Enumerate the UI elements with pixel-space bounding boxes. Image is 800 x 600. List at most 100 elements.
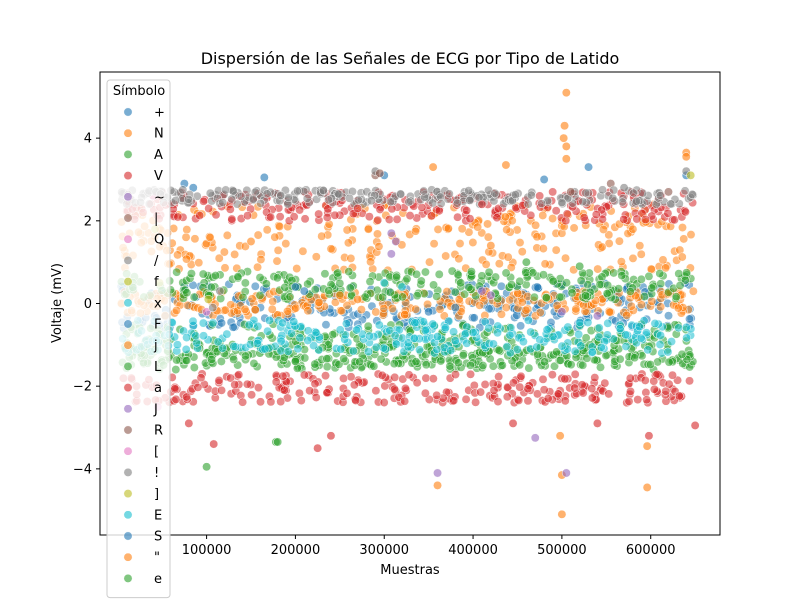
data-point [205,233,215,242]
data-point [469,380,479,390]
legend-entry: a [154,381,162,396]
data-point [194,258,204,268]
data-point [645,360,655,369]
data-point [244,320,254,330]
data-point [614,236,624,246]
data-point [551,245,561,255]
legend-entry: + [154,106,165,121]
data-point [690,421,700,430]
data-point [502,392,512,402]
data-point [516,321,526,331]
data-point [597,214,607,224]
legend-entry: S [154,530,162,545]
data-point [328,330,338,340]
data-point [625,373,635,383]
data-point [378,292,388,302]
data-point [480,380,490,389]
data-point [595,279,605,289]
data-point [465,195,475,205]
data-point [578,388,588,398]
legend-entry: E [154,508,162,523]
data-point [193,382,203,392]
series-21 [246,237,496,251]
data-point [208,303,218,313]
data-point [674,269,684,279]
data-point [310,285,320,295]
data-point [356,305,366,315]
data-point [409,333,419,343]
legend-marker [123,340,133,350]
data-point [539,270,548,280]
data-point [184,418,194,428]
data-point [424,307,434,317]
data-point [421,267,430,277]
data-point [663,347,673,357]
data-point [557,307,567,317]
legend-entry: e [154,572,162,587]
data-point [526,210,536,220]
data-point [655,191,665,200]
data-point [400,396,410,406]
legend-marker [123,531,133,541]
legend-entry: j [153,339,158,354]
data-point [188,316,198,326]
data-point [509,378,518,388]
data-point [603,318,613,328]
data-point [303,306,313,316]
data-point [230,380,240,390]
data-point [305,386,315,396]
data-point [311,393,321,402]
data-point [587,347,597,357]
legend-entry: ] [154,487,159,502]
data-point [666,199,676,209]
data-point [515,276,525,286]
data-point [317,231,327,241]
data-point [222,230,232,240]
data-point [285,292,295,302]
data-point [496,281,506,291]
data-point [685,314,694,324]
data-point [483,232,493,242]
data-point [364,347,373,357]
data-point [656,330,665,340]
data-point [396,189,405,199]
series-11 [335,290,363,304]
data-point [505,295,515,305]
data-point [555,431,565,441]
legend-marker [123,319,133,329]
data-point [555,355,565,365]
x-tick-label: 300000 [359,543,409,558]
data-point [250,281,260,291]
legend-box [106,79,171,599]
data-point [483,219,493,229]
data-point [503,382,513,392]
data-point [289,212,299,222]
data-point [411,304,421,314]
data-point [310,379,320,389]
data-point [397,282,407,292]
data-point [682,268,691,278]
data-point [220,263,230,273]
data-point [374,320,384,330]
data-point [238,292,248,302]
data-point [518,337,528,347]
data-point [254,383,263,393]
data-point [253,230,263,240]
data-point [275,212,285,222]
data-point [644,431,654,441]
legend-entry: | [154,212,158,227]
data-point [523,396,533,406]
data-point [280,282,290,292]
data-point [256,397,265,407]
data-point [333,268,343,278]
data-point [570,369,580,379]
data-point [371,307,381,317]
data-point [649,384,659,394]
data-point [353,195,363,205]
legend-marker [123,510,133,520]
data-point [445,361,455,371]
data-point [523,199,533,209]
data-point [403,338,413,348]
data-point [608,193,618,203]
data-point [638,188,648,198]
